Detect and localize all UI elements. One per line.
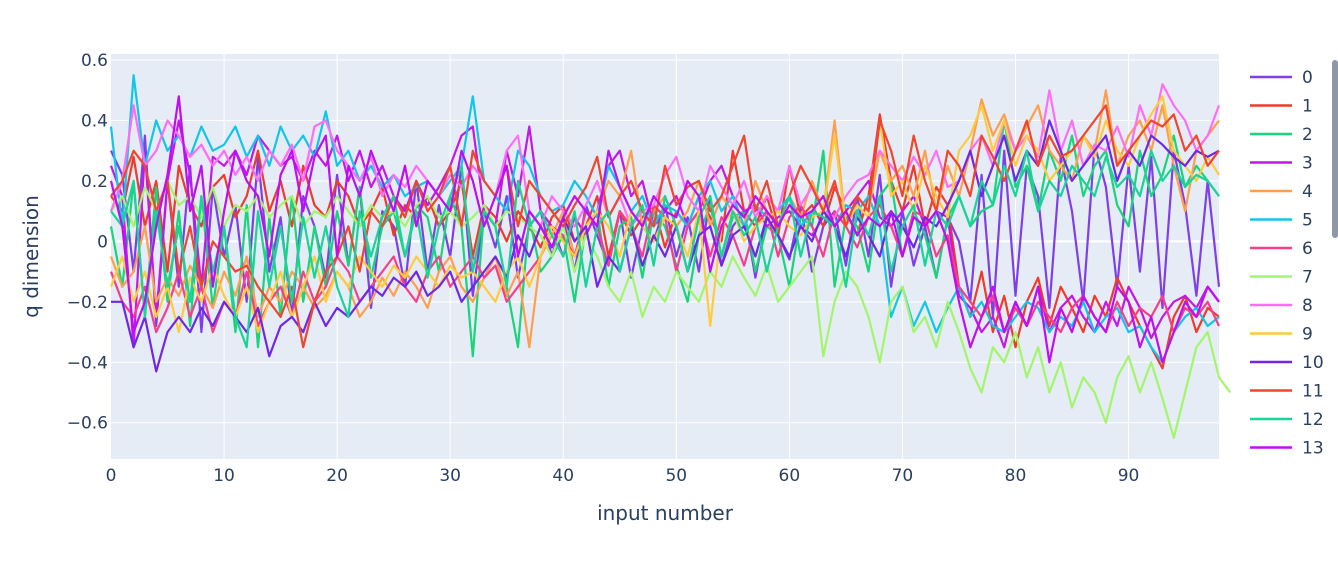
x-tick-label: 10: [213, 466, 235, 486]
x-tick-label: 40: [552, 466, 574, 486]
y-tick-label: −0.4: [67, 353, 108, 373]
y-tick-label: −0.2: [67, 293, 108, 313]
y-tick-label: 0.6: [81, 51, 108, 71]
legend-label: 5: [1302, 211, 1313, 231]
legend-label: 0: [1302, 68, 1313, 88]
legend-label: 1: [1302, 97, 1313, 117]
series-line-5: [109, 74, 1220, 364]
x-axis-title: input number: [597, 501, 734, 525]
series-line-10: [111, 119, 1220, 373]
legend-label: 12: [1302, 410, 1324, 430]
legend-label: 4: [1302, 182, 1313, 202]
x-tick-label: 70: [892, 466, 914, 486]
x-tick-label: 30: [439, 466, 461, 486]
series-line-11: [110, 104, 1220, 349]
series-line-12: [110, 149, 1220, 349]
series-lines: [109, 74, 1232, 439]
legend-label: 10: [1302, 353, 1324, 373]
y-tick-label: −0.6: [67, 414, 108, 434]
legend-label: 6: [1302, 239, 1313, 259]
y-tick-label: 0.4: [81, 111, 108, 131]
x-tick-label: 80: [1005, 466, 1027, 486]
x-tick-label: 20: [326, 466, 348, 486]
legend-label: 13: [1302, 439, 1324, 459]
axes: 0 10 20 30 40 50 60 70 80 90 0.6 0.4 0.2 0 −0.2 −0.4 −0.…: [67, 51, 1140, 486]
series-line-7: [110, 179, 1232, 439]
x-tick-label: 90: [1118, 466, 1140, 486]
y-tick-label: 0: [97, 232, 108, 252]
x-tick-label: 60: [779, 466, 801, 486]
legend-scrollbar[interactable]: [1332, 60, 1338, 238]
y-tick-label: 0.2: [81, 172, 108, 192]
legend-label: 11: [1302, 382, 1324, 402]
legend-label: 3: [1302, 154, 1313, 174]
legend-label: 8: [1302, 296, 1313, 316]
y-axis-title: q dimension: [19, 195, 43, 318]
x-tick-label: 0: [106, 466, 117, 486]
legend-label: 7: [1302, 268, 1313, 288]
x-tick-label: 50: [665, 466, 687, 486]
legend-label: 9: [1302, 325, 1313, 345]
series-line-13: [109, 95, 1220, 364]
legend-label: 2: [1302, 125, 1313, 145]
